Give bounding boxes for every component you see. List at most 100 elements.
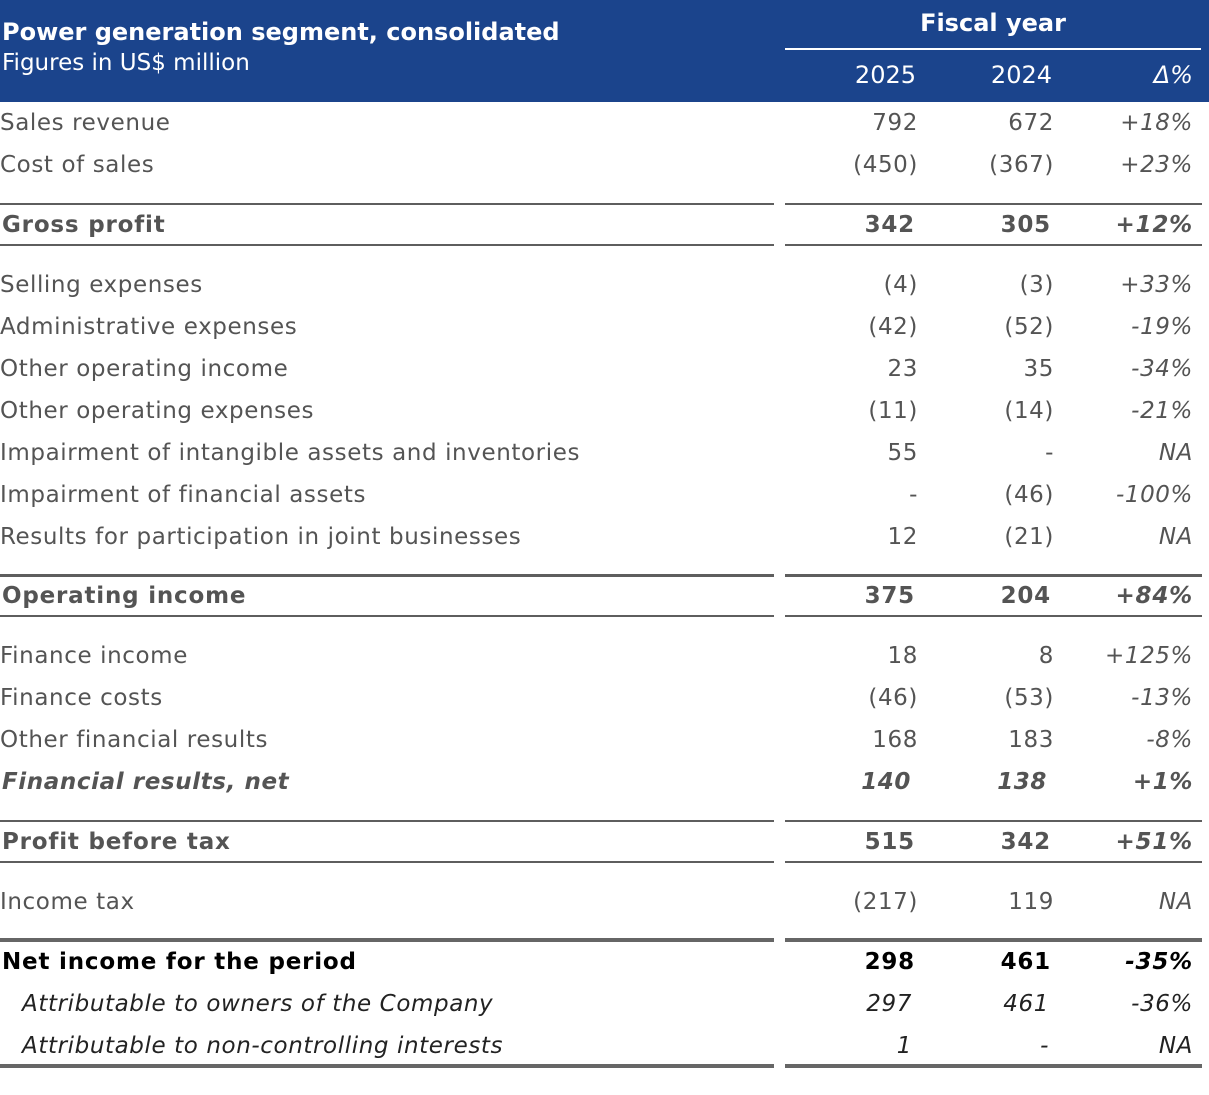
value-2025: 23 [887, 356, 918, 382]
row-label: Selling expenses [0, 272, 203, 298]
value-delta: -36% [1131, 991, 1193, 1017]
value-2024: 8 [1038, 643, 1054, 669]
table-row-net-income: Net income for the period 298 461 -35% [0, 945, 1209, 981]
value-2024: 119 [1008, 889, 1054, 915]
value-delta: +33% [1120, 272, 1193, 298]
table-row-impairment-financial-assets: Impairment of financial assets - (46) -1… [0, 478, 1209, 514]
value-delta: +12% [1115, 212, 1193, 238]
value-delta: NA [1158, 1033, 1193, 1059]
value-delta: NA [1158, 524, 1193, 550]
table-subtitle: Figures in US$ million [2, 50, 250, 76]
table-row-impairment-intangible-assets: Impairment of intangible assets and inve… [0, 436, 1209, 472]
divider-line [0, 938, 774, 942]
row-label: Attributable to owners of the Company [22, 991, 494, 1017]
value-2025: 55 [887, 440, 918, 466]
divider-line [0, 244, 774, 246]
value-2024: 342 [1000, 829, 1051, 855]
value-delta: -35% [1125, 949, 1193, 975]
table-row-attributable-non-controlling: Attributable to non-controlling interest… [0, 1029, 1209, 1065]
divider-line [0, 1064, 774, 1068]
header-divider [785, 48, 1201, 50]
value-delta: +23% [1120, 152, 1193, 178]
value-2025: (450) [853, 152, 918, 178]
value-delta: -100% [1115, 482, 1193, 508]
column-header-2025: 2025 [854, 61, 916, 89]
divider-line [0, 820, 774, 822]
value-delta: -8% [1146, 727, 1193, 753]
table-row-attributable-owners: Attributable to owners of the Company 29… [0, 987, 1209, 1023]
table-row-finance-costs: Finance costs (46) (53) -13% [0, 681, 1209, 717]
value-2025: 297 [866, 991, 912, 1017]
table-row-sales-revenue: Sales revenue 792 672 +18% [0, 106, 1209, 142]
value-2024: 183 [1008, 727, 1054, 753]
value-delta: +1% [1132, 769, 1193, 795]
value-2025: - [909, 482, 918, 508]
table-row-profit-before-tax: Profit before tax 515 342 +51% [0, 825, 1209, 861]
table-row-income-tax: Income tax (217) 119 NA [0, 885, 1209, 921]
table-row-financial-results-net: Financial results, net 140 138 +1% [0, 765, 1209, 801]
row-label: Profit before tax [2, 829, 231, 855]
row-label: Other financial results [0, 727, 269, 753]
divider-line [0, 615, 774, 617]
value-2025: 298 [864, 949, 915, 975]
divider-line [785, 203, 1202, 205]
value-2025: (46) [868, 685, 918, 711]
value-delta: -19% [1131, 314, 1193, 340]
row-label: Attributable to non-controlling interest… [22, 1033, 504, 1059]
value-2025: 375 [864, 583, 915, 609]
value-2024: - [1040, 1033, 1049, 1059]
value-2025: 515 [864, 829, 915, 855]
table-row-other-operating-income: Other operating income 23 35 -34% [0, 352, 1209, 388]
value-2025: (42) [868, 314, 918, 340]
value-2025: (4) [883, 272, 918, 298]
value-delta: -13% [1131, 685, 1193, 711]
row-label: Gross profit [2, 212, 166, 238]
value-2025: 12 [887, 524, 918, 550]
value-delta: +125% [1104, 643, 1193, 669]
table-row-administrative-expenses: Administrative expenses (42) (52) -19% [0, 310, 1209, 346]
value-2024: 138 [997, 769, 1047, 795]
row-label: Other operating income [0, 356, 289, 382]
value-2024: 305 [1000, 212, 1051, 238]
divider-line [785, 938, 1202, 942]
divider-line [0, 203, 774, 205]
divider-line [785, 861, 1202, 863]
value-2024: (3) [1019, 272, 1054, 298]
divider-line [785, 574, 1202, 577]
table-header: Power generation segment, consolidated F… [0, 0, 1209, 102]
value-2025: 18 [887, 643, 918, 669]
value-2024: 461 [1003, 991, 1049, 1017]
divider-line [785, 820, 1202, 822]
divider-line [785, 1064, 1202, 1068]
row-label: Impairment of intangible assets and inve… [0, 440, 581, 466]
table-row-cost-of-sales: Cost of sales (450) (367) +23% [0, 148, 1209, 184]
table-row-selling-expenses: Selling expenses (4) (3) +33% [0, 268, 1209, 304]
row-label: Administrative expenses [0, 314, 298, 340]
value-2024: (14) [1004, 398, 1054, 424]
row-label: Sales revenue [0, 110, 171, 136]
value-2024: (367) [989, 152, 1054, 178]
table-title: Power generation segment, consolidated [2, 18, 560, 46]
value-2024: 35 [1023, 356, 1054, 382]
row-label: Income tax [0, 889, 135, 915]
table-row-other-operating-expenses: Other operating expenses (11) (14) -21% [0, 394, 1209, 430]
row-label: Net income for the period [2, 949, 357, 975]
value-2024: 204 [1000, 583, 1051, 609]
divider-line [0, 861, 774, 863]
divider-line [785, 615, 1202, 617]
value-2025: 1 [896, 1033, 912, 1059]
value-2024: 672 [1008, 110, 1054, 136]
divider-line [785, 244, 1202, 246]
row-label: Finance costs [0, 685, 163, 711]
value-delta: -34% [1131, 356, 1193, 382]
value-delta: +51% [1115, 829, 1193, 855]
row-label: Impairment of financial assets [0, 482, 367, 508]
value-delta: -21% [1131, 398, 1193, 424]
table-row-finance-income: Finance income 18 8 +125% [0, 639, 1209, 675]
table-row-gross-profit: Gross profit 342 305 +12% [0, 208, 1209, 244]
table-row-joint-businesses: Results for participation in joint busin… [0, 520, 1209, 556]
value-2024: (21) [1004, 524, 1054, 550]
row-label: Operating income [2, 583, 247, 609]
value-2024: 461 [1000, 949, 1051, 975]
value-2024: (46) [1004, 482, 1054, 508]
